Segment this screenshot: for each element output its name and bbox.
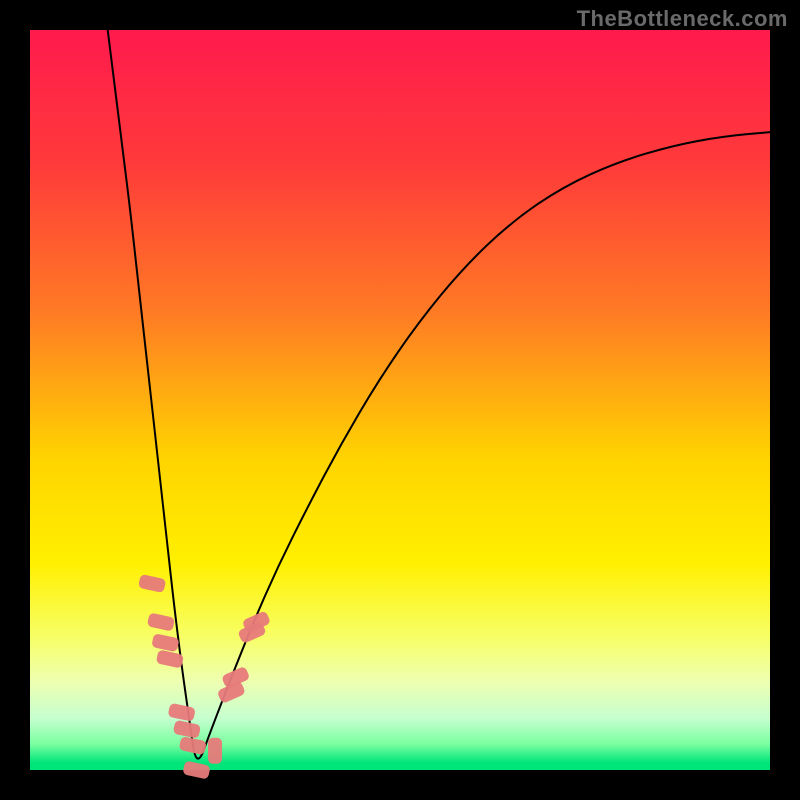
- bottleneck-chart: TheBottleneck.com: [0, 0, 800, 800]
- chart-svg: [0, 0, 800, 800]
- data-marker: [208, 738, 222, 764]
- plot-background: [30, 30, 770, 770]
- watermark-text: TheBottleneck.com: [577, 6, 788, 32]
